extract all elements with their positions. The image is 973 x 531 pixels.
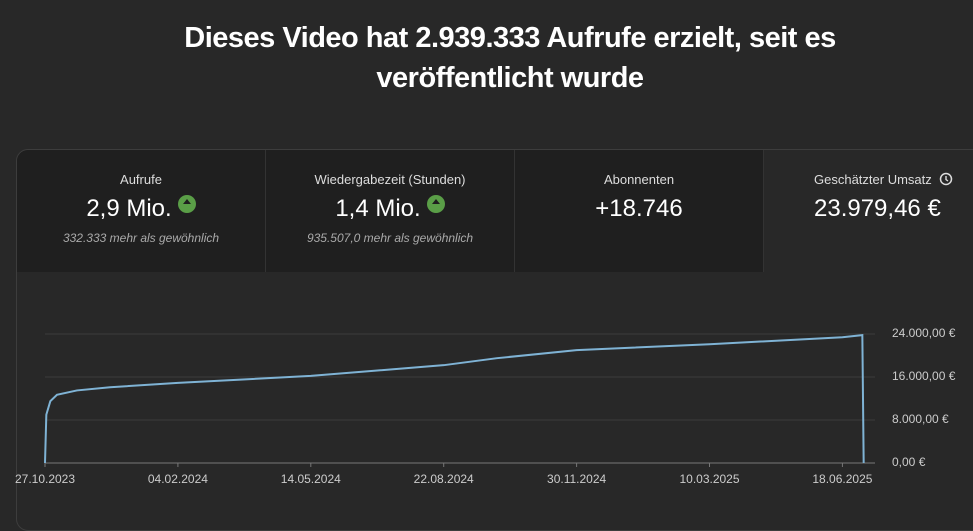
stat-value: 1,4 Mio. [335,195,421,222]
data-line [44,333,865,464]
stat-label: Geschätzter Umsatz [814,172,932,187]
x-tick-label: 30.11.2024 [547,472,606,486]
x-tick-label: 04.02.2024 [148,472,208,486]
stat-note: 935.507,0 mehr als gewöhnlich [306,231,474,245]
x-tick-label: 22.08.2024 [414,472,474,486]
stat-label: Aufrufe [120,172,162,187]
stat-value: +18.746 [595,195,683,222]
stat-card[interactable]: Abonnenten +18.746 [515,150,764,272]
y-tick-label: 0,00 € [892,455,926,469]
stat-card[interactable]: Geschätzter Umsatz 23.979,46 € [764,150,973,272]
clock-icon [940,172,953,186]
up-icon [426,195,445,213]
stat-value: 23.979,46 € [814,195,941,222]
x-tick-label: 10.03.2025 [679,472,739,486]
x-tick-label: 14.05.2024 [281,472,341,486]
stat-note: 332.333 mehr als gewöhnlich [62,231,220,245]
chart: 0,00 € 8.000,00 € 16.000,00 € 24.000,00 € 27… [15,326,956,486]
x-tick-label: 18.06.2025 [812,472,872,486]
page: Dieses Video hat 2.939.333 Aufrufe erzie… [14,22,973,531]
stat-value: 2,9 Mio. [86,195,172,222]
y-tick-label: 16.000,00 € [892,369,956,383]
up-icon [177,195,196,213]
stat-label: Wiedergabezeit (Stunden) [314,172,466,187]
stat-card[interactable]: Aufrufe 2,9 Mio. 332.333 mehr als gewöhn… [17,150,266,272]
y-tick-label: 8.000,00 € [892,412,949,426]
stat-label: Abonnenten [603,172,675,187]
page-title: Dieses Video hat 2.939.333 Aufrufe erzie… [184,22,836,94]
x-tick-label: 27.10.2023 [15,472,75,486]
stat-card[interactable]: Wiedergabezeit (Stunden) 1,4 Mio. 935.50… [266,150,515,272]
stats-panel: Aufrufe 2,9 Mio. 332.333 mehr als gewöhn… [16,149,973,531]
y-tick-label: 24.000,00 € [892,326,956,340]
